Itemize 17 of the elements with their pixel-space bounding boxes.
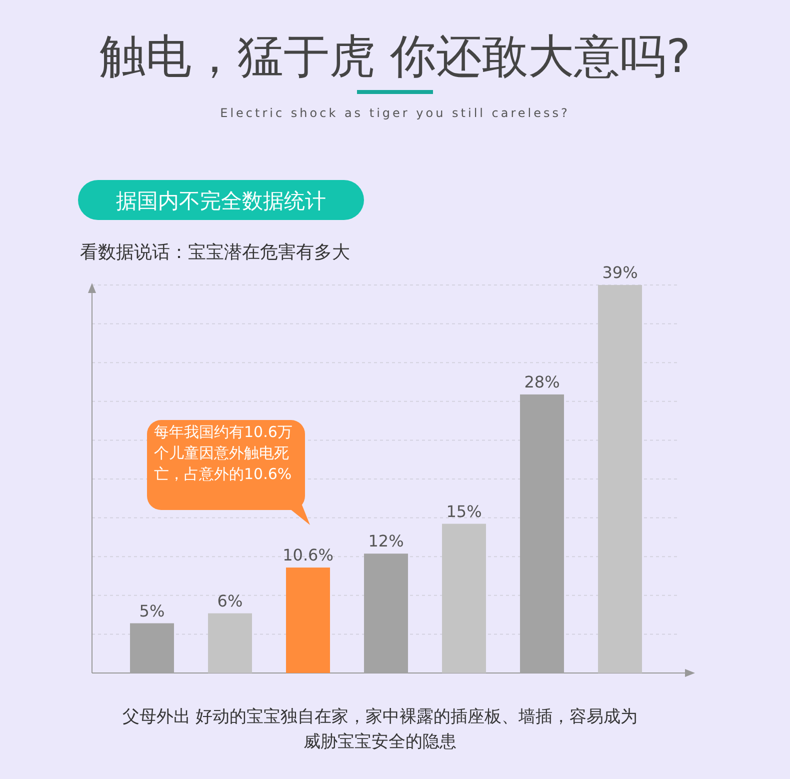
chart-title: 触电，猛于虎 你还敢大意吗? xyxy=(99,29,691,83)
data-label: 39% xyxy=(602,263,638,282)
data-label: 15% xyxy=(446,502,482,521)
text: 看数据说话：宝宝潜在危害有多大 xyxy=(80,242,350,263)
data-label: 5% xyxy=(139,601,165,620)
bar xyxy=(208,613,252,673)
annotation: 每年我国约有10.6万个儿童因意外触电死亡，占意外的10.6% xyxy=(154,422,294,485)
text: 父母外出 好动的宝宝独自在家，家中裸露的插座板、墙插，容易成为威胁宝宝安全的隐患 xyxy=(121,706,639,754)
bar xyxy=(286,568,330,673)
text: 据国内不完全数据统计 xyxy=(116,189,326,213)
data-label: 10.6% xyxy=(282,546,334,565)
data-label: 12% xyxy=(368,532,404,551)
chart-subtitle: Electric shock as tiger you still careless? xyxy=(220,106,570,120)
bar xyxy=(598,285,642,673)
data-label: 6% xyxy=(217,591,243,610)
data-label: 28% xyxy=(524,372,560,392)
bar xyxy=(442,524,486,673)
